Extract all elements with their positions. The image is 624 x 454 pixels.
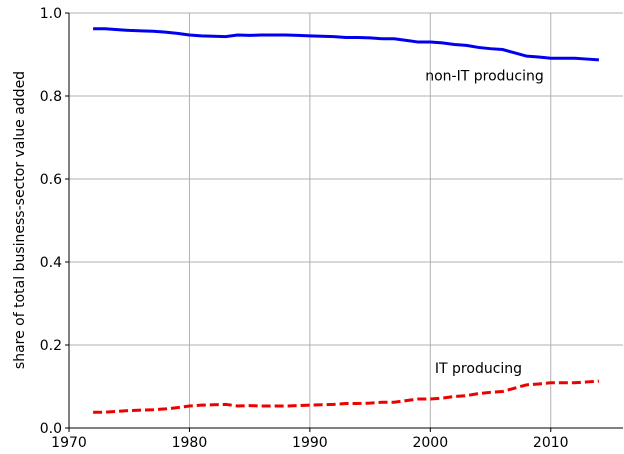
x-tick-label: 2010 — [533, 435, 569, 451]
y-tick-label: 0.4 — [40, 255, 62, 271]
series-label: non-IT producing — [425, 68, 544, 84]
y-tick-label: 0.6 — [40, 172, 62, 188]
y-tick-label: 0.8 — [40, 89, 62, 105]
x-tick-label: 1980 — [172, 435, 208, 451]
y-tick-label: 0.0 — [40, 421, 62, 437]
y-axis-label: share of total business-sector value add… — [12, 71, 28, 369]
line — [93, 379, 600, 414]
y-tick-label: 0.2 — [40, 338, 62, 354]
series-label: IT producing — [435, 361, 522, 377]
y-tick-label: 1.0 — [40, 6, 62, 22]
x-tick-label: 1970 — [51, 435, 87, 451]
line — [93, 27, 600, 62]
x-tick-label: 1990 — [292, 435, 328, 451]
x-tick-label: 2000 — [412, 435, 448, 451]
